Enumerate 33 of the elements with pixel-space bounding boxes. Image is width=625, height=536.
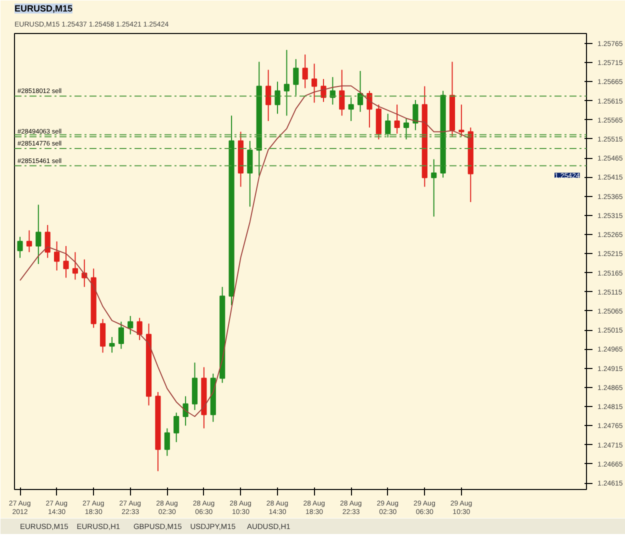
candlestick xyxy=(247,140,253,208)
candlestick xyxy=(109,336,115,354)
candlestick xyxy=(136,317,142,341)
candlestick xyxy=(394,104,400,134)
candlestick xyxy=(339,69,345,116)
candlestick xyxy=(63,246,69,278)
candlestick xyxy=(366,90,372,128)
candlestick xyxy=(100,318,106,354)
chart-title: EURUSD,M15 xyxy=(14,4,73,14)
candlestick xyxy=(182,396,188,426)
candlestick xyxy=(348,96,354,122)
candlestick xyxy=(44,224,50,258)
candlestick xyxy=(17,236,23,258)
candlestick xyxy=(36,204,42,264)
candlestick xyxy=(274,81,280,114)
line-series xyxy=(20,85,472,417)
candlestick xyxy=(385,113,391,138)
candlestick xyxy=(311,63,318,104)
candlestick xyxy=(293,58,299,96)
candlestick xyxy=(431,158,437,218)
candlestick xyxy=(128,315,134,335)
candlestick xyxy=(164,428,170,456)
candlestick xyxy=(26,230,32,253)
candlestick xyxy=(72,252,78,280)
candlestick xyxy=(412,100,418,131)
candlestick xyxy=(302,54,308,89)
candlestick xyxy=(118,321,124,350)
candlestick xyxy=(403,118,410,140)
candlestick xyxy=(54,240,60,271)
candlestick xyxy=(458,104,464,137)
candlestick xyxy=(266,69,272,122)
candlestick xyxy=(174,412,180,443)
candlestick xyxy=(284,49,290,116)
